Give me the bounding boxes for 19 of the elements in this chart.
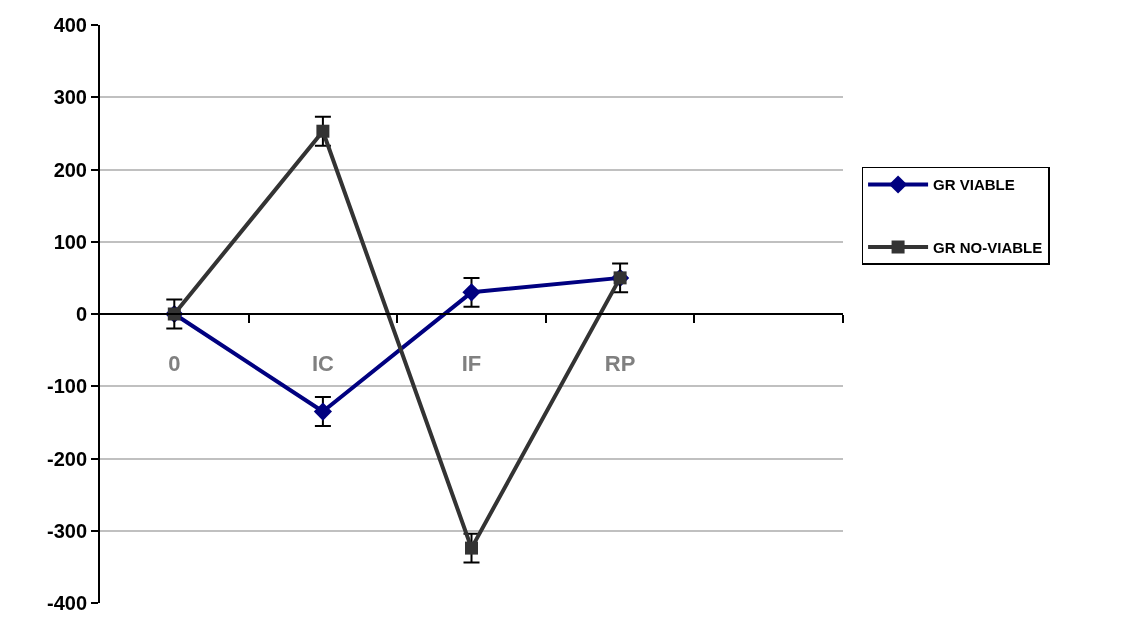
x-tick-label: RP [604, 351, 636, 377]
x-tick-label: 0 [168, 351, 181, 377]
point [316, 124, 330, 138]
y-tick-label: 400 [53, 14, 87, 36]
point [313, 402, 332, 421]
y-tick-label: 100 [53, 230, 87, 253]
x-tick-label: IC [311, 351, 335, 377]
y-tick-label: -200 [46, 447, 87, 470]
y-tick-label: 200 [53, 158, 87, 181]
y-tick-label: 300 [53, 86, 87, 109]
y-tick-label: -100 [46, 375, 87, 398]
y-tick-label: 0 [75, 303, 87, 325]
y-tick-label: -300 [46, 519, 87, 542]
point [465, 541, 478, 555]
y-tick-label: -400 [46, 592, 87, 614]
legend-label: GR VIABLE [933, 176, 1015, 194]
legend-label: GR NO-VIABLE [933, 238, 1043, 256]
point [462, 283, 481, 302]
x-tick-label: IF [461, 351, 482, 377]
